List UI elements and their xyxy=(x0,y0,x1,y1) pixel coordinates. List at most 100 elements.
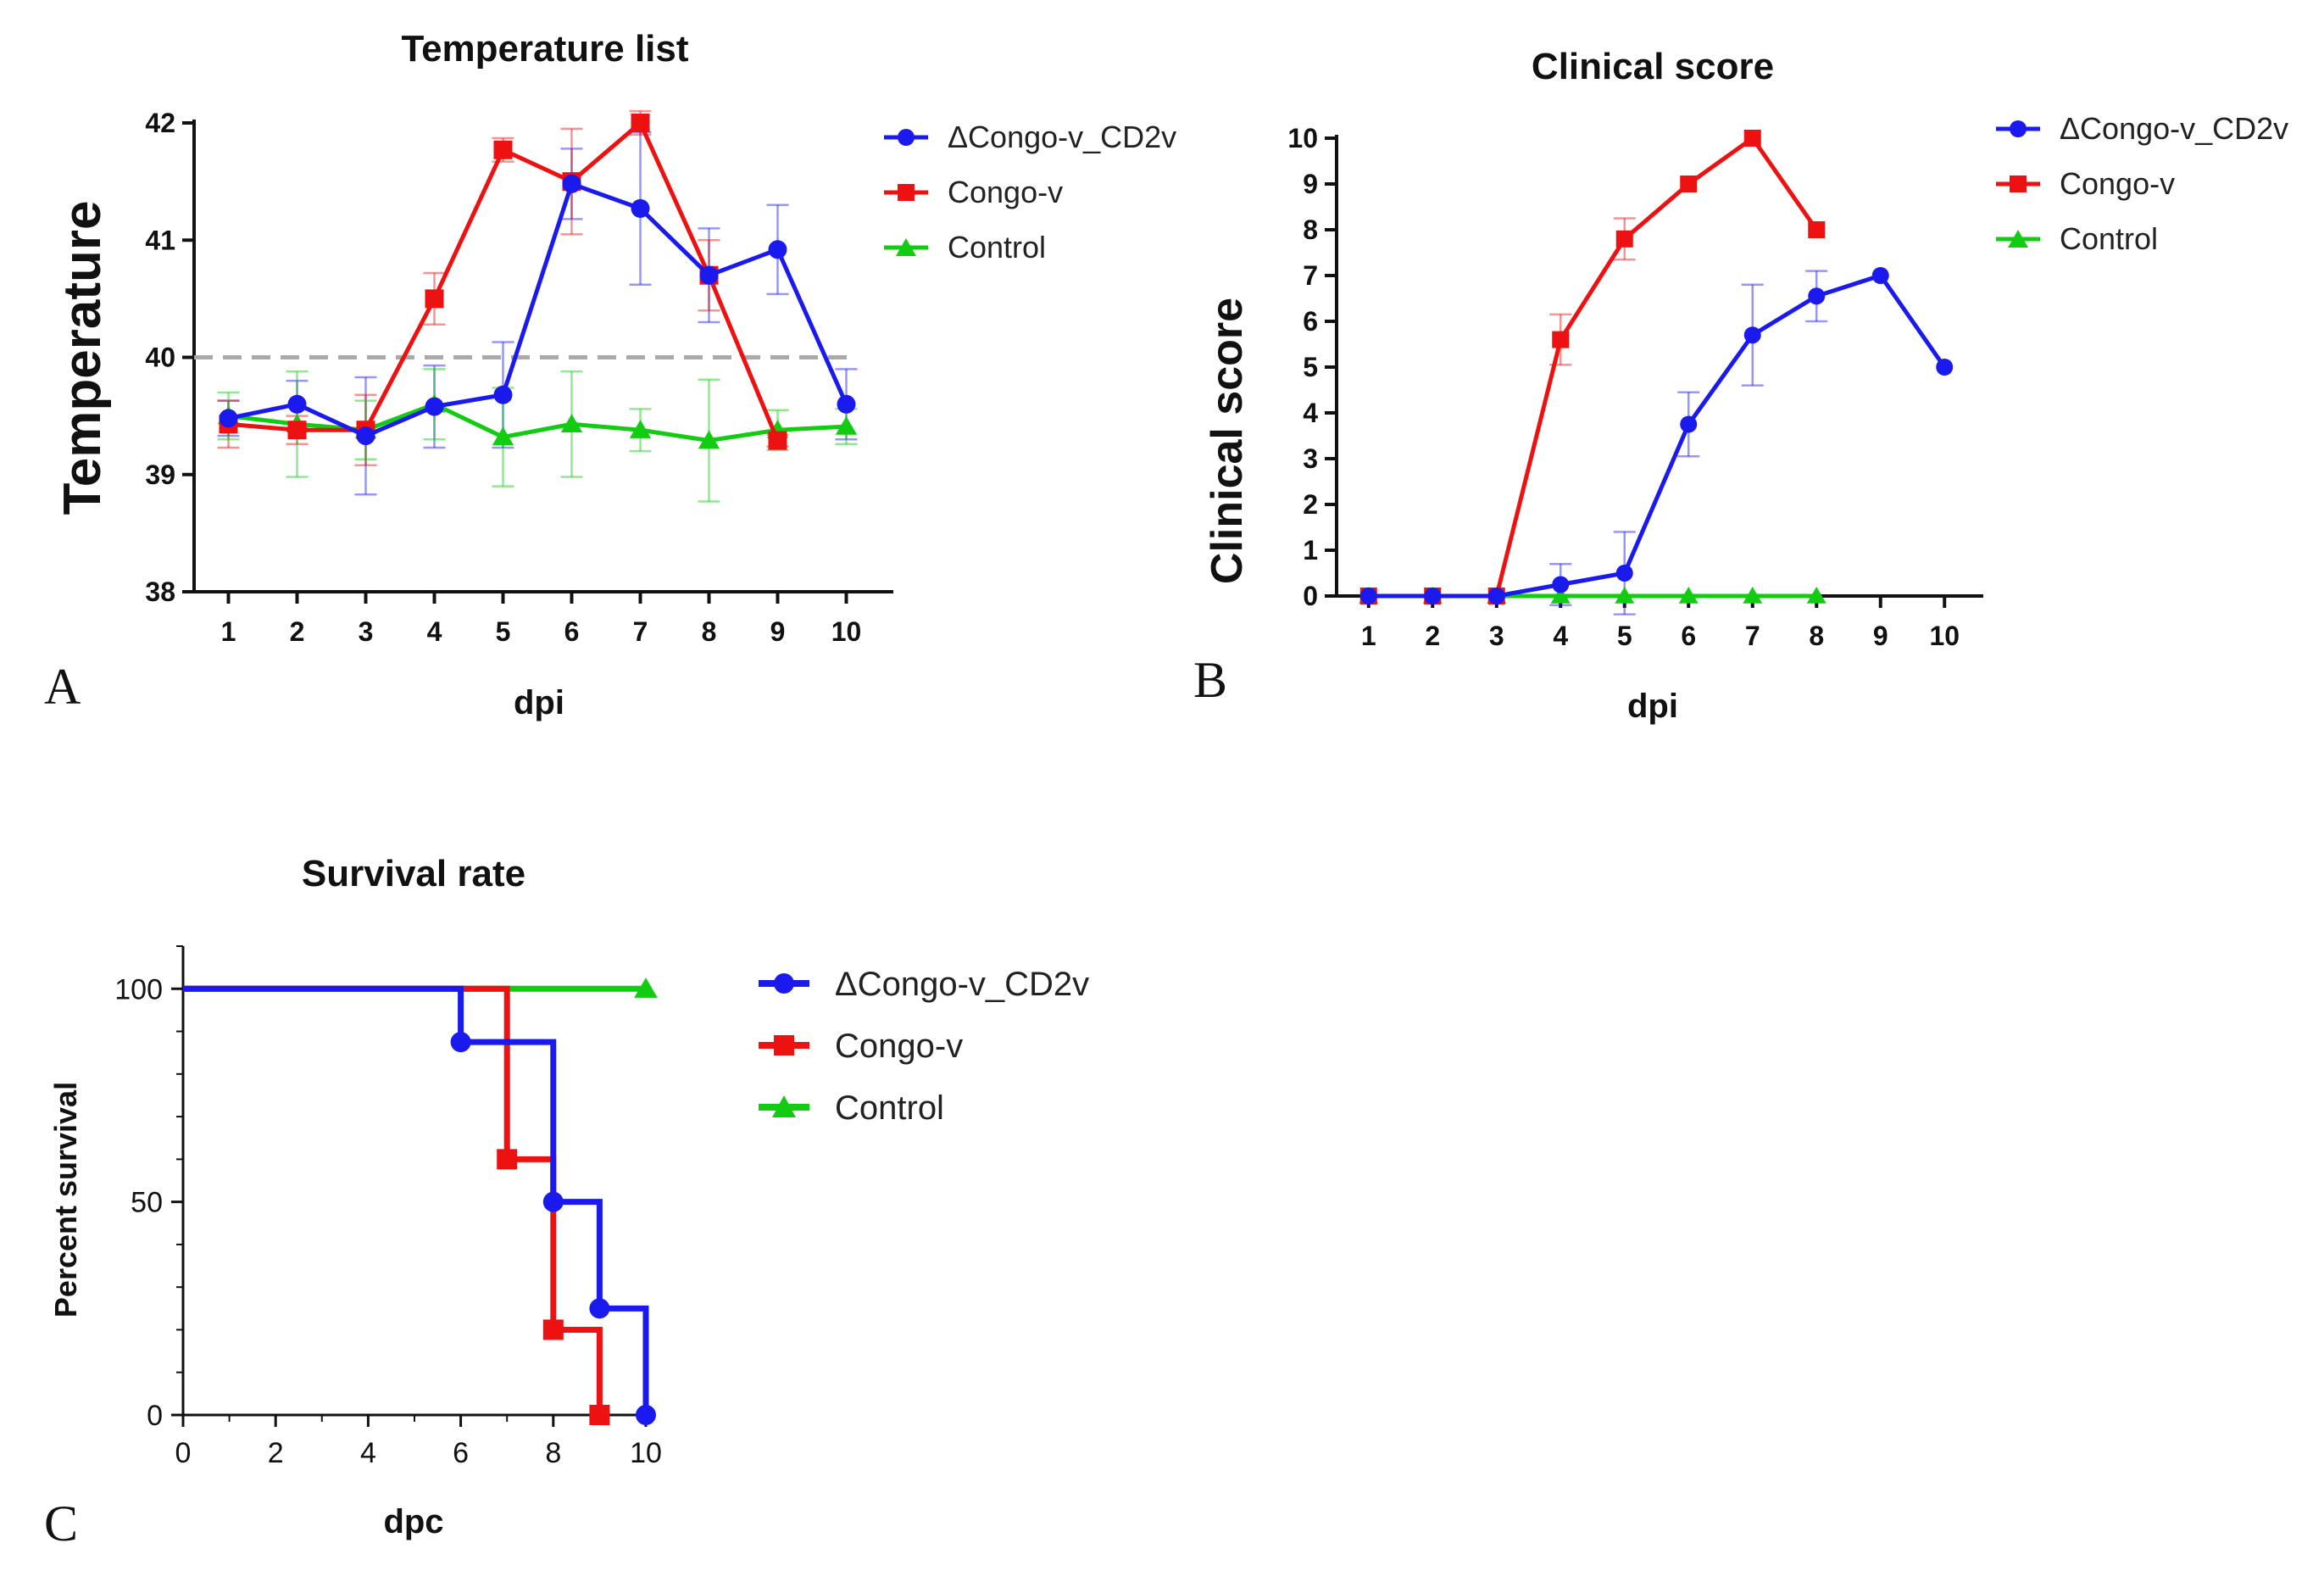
data-point-green xyxy=(560,414,583,432)
y-tick-label: 38 xyxy=(145,577,175,607)
series-line-green xyxy=(228,402,847,443)
data-point-blue xyxy=(1615,565,1633,582)
ylabel-clinical-score: Clinical score xyxy=(1203,298,1252,584)
data-point-red xyxy=(1615,230,1633,248)
survival-point-blue xyxy=(589,1298,610,1319)
x-tick-label: 6 xyxy=(564,616,580,647)
legend-a-marker-2 xyxy=(896,238,916,256)
x-tick-label: 9 xyxy=(1873,621,1888,651)
data-point-red xyxy=(1552,331,1570,348)
legend-c-label-1: Congo-v xyxy=(835,1028,963,1065)
x-tick-label: 1 xyxy=(221,616,236,647)
data-point-blue xyxy=(1424,588,1442,604)
data-point-blue xyxy=(287,394,307,414)
legend-a-marker-0 xyxy=(898,129,915,146)
y-tick-label: 7 xyxy=(1303,260,1318,291)
panel-a: Temperature list Temperature dpi A 38394… xyxy=(44,28,1176,721)
data-point-green xyxy=(1678,587,1699,604)
data-point-red xyxy=(631,114,650,132)
title-temperature: Temperature list xyxy=(401,28,688,70)
legend-b-marker-1 xyxy=(2010,175,2027,192)
ylabel-temperature: Temperature xyxy=(53,201,112,515)
ylabel-percent-survival: Percent survival xyxy=(48,1082,83,1317)
plot-area-b: 0 1 2 3 4 5 6 7 8 9 10 1 2 3 4 5 6 7 8 9 10 xyxy=(1287,123,1983,651)
y-tick-label: 0 xyxy=(147,1400,163,1432)
xlabel-dpi-a: dpi xyxy=(514,684,564,721)
y-tick-label: 0 xyxy=(1303,581,1318,611)
data-point-blue xyxy=(219,409,238,428)
data-point-blue xyxy=(356,426,375,446)
legend-c-marker-1 xyxy=(774,1035,794,1056)
x-tick-label: 7 xyxy=(1745,621,1760,651)
series-line-red xyxy=(1368,135,1819,599)
xlabel-dpc: dpc xyxy=(383,1503,443,1540)
y-tick-label: 2 xyxy=(1303,489,1318,520)
data-point-red xyxy=(768,431,787,450)
x-tick-label: 6 xyxy=(453,1437,469,1469)
y-tick-label: 41 xyxy=(145,225,175,255)
data-point-blue xyxy=(768,240,787,259)
series-line-blue xyxy=(1368,273,1947,599)
xlabel-dpi-b: dpi xyxy=(1627,688,1678,725)
x-tick-label: 2 xyxy=(268,1437,284,1469)
x-tick-label: 2 xyxy=(1425,621,1440,651)
panel-c: Survival rate Percent survival dpc C 0 50… xyxy=(44,853,1089,1551)
data-point-blue xyxy=(631,198,650,218)
x-tick-label: 8 xyxy=(1809,621,1824,651)
plot-area-a: 38 39 40 41 42 1 2 3 4 5 6 7 8 9 10 xyxy=(145,108,893,647)
data-point-red xyxy=(1743,130,1761,147)
data-point-blue xyxy=(1680,415,1698,433)
legend-a-label-2: Control xyxy=(948,230,1046,265)
x-tick-label: 2 xyxy=(290,616,305,647)
legend-c-marker-2 xyxy=(772,1095,796,1117)
survival-point-blue xyxy=(636,1405,656,1425)
x-tick-label: 5 xyxy=(496,616,511,647)
data-point-blue xyxy=(1359,588,1377,604)
survival-point-red xyxy=(497,1149,518,1170)
data-point-green xyxy=(1806,587,1826,604)
x-tick-label: 7 xyxy=(633,616,648,647)
y-tick-label: 5 xyxy=(1303,352,1318,382)
data-point-green xyxy=(492,426,514,446)
survival-point-green xyxy=(634,978,658,998)
data-point-red xyxy=(425,289,444,309)
title-clinical-score: Clinical score xyxy=(1532,46,1774,87)
y-tick-label: 42 xyxy=(145,108,175,138)
x-tick-label: 8 xyxy=(545,1437,561,1469)
survival-point-red xyxy=(589,1405,610,1425)
data-point-blue xyxy=(837,394,856,414)
data-point-green xyxy=(629,420,652,438)
y-tick-label: 4 xyxy=(1303,398,1318,428)
data-point-blue xyxy=(1487,588,1505,604)
data-point-red xyxy=(1808,221,1826,238)
survival-point-red xyxy=(542,1319,564,1340)
survival-step-blue xyxy=(183,985,649,1415)
legend-c-label-2: Control xyxy=(835,1089,944,1127)
survival-point-blue xyxy=(542,1191,564,1212)
legend-b: ΔCongo-v_CD2v Congo-v Control xyxy=(1996,111,2288,256)
y-tick-label: 50 xyxy=(131,1187,163,1219)
legend-c-marker-0 xyxy=(774,973,794,994)
data-point-blue xyxy=(493,385,513,404)
data-point-blue xyxy=(699,265,719,285)
data-point-blue xyxy=(1936,359,1954,376)
survival-point-blue xyxy=(450,1032,471,1053)
panel-b: Clinical score Clinical score dpi B 0 1 2 3… xyxy=(1193,46,2288,725)
legend-b-label-1: Congo-v xyxy=(2060,166,2175,201)
y-tick-label: 3 xyxy=(1303,443,1318,474)
x-tick-label: 8 xyxy=(702,616,717,647)
x-tick-label: 5 xyxy=(1617,621,1632,651)
data-point-red xyxy=(1680,175,1698,192)
y-tick-label: 10 xyxy=(1287,123,1318,153)
x-tick-label: 3 xyxy=(1489,621,1504,651)
data-point-blue xyxy=(1743,326,1761,344)
y-tick-label: 40 xyxy=(145,343,175,373)
x-tick-label: 4 xyxy=(427,616,442,647)
x-tick-label: 6 xyxy=(1681,621,1696,651)
panel-label-b: B xyxy=(1193,652,1227,708)
data-point-green xyxy=(835,415,858,435)
data-point-green xyxy=(1615,587,1635,604)
y-tick-label: 100 xyxy=(114,973,163,1005)
x-tick-label: 9 xyxy=(770,616,786,647)
